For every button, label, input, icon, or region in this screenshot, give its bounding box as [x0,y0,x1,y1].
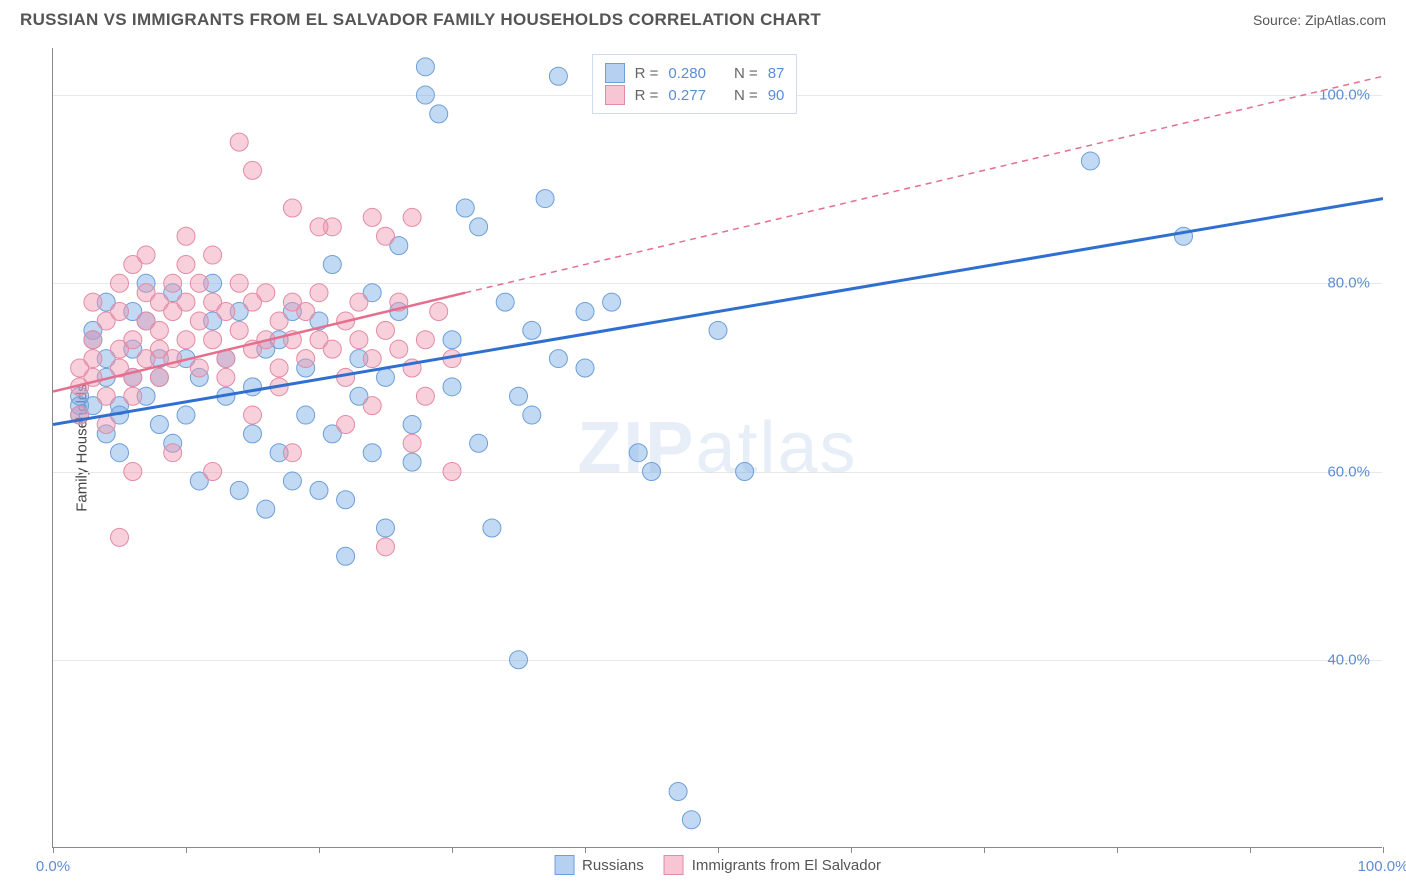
legend-r-value: 0.280 [668,65,706,82]
trendline [53,199,1383,425]
legend-label: Immigrants from El Salvador [692,857,881,874]
chart-header: RUSSIAN VS IMMIGRANTS FROM EL SALVADOR F… [0,0,1406,36]
correlation-legend: R = 0.280 N = 87 R = 0.277 N = 90 [592,54,798,114]
legend-item: Immigrants from El Salvador [664,855,881,875]
plot-area: ZIPatlas R =0.280N =87R =0.277N =90 Russ… [52,48,1382,848]
x-tick-mark [1383,847,1384,853]
legend-n-label: N = [734,87,758,104]
legend-row: R = 0.277 N = 90 [605,85,785,105]
series-legend: Russians Immigrants from El Salvador [554,855,881,875]
legend-n-value: 87 [768,65,785,82]
legend-r-label: R = [635,65,659,82]
legend-swatch [605,63,625,83]
x-tick-label: 0.0% [36,858,70,875]
legend-swatch [664,855,684,875]
legend-row: R = 0.280 N = 87 [605,63,785,83]
legend-item: Russians [554,855,644,875]
legend-label: Russians [582,857,644,874]
legend-swatch [554,855,574,875]
legend-r-label: R = [635,87,659,104]
chart-container: Family Households ZIPatlas R =0.280N =87… [52,48,1382,848]
legend-r-value: 0.277 [668,87,706,104]
legend-swatch [605,85,625,105]
x-tick-label: 100.0% [1358,858,1406,875]
trendline [53,293,465,392]
legend-n-label: N = [734,65,758,82]
legend-n-value: 90 [768,87,785,104]
chart-title: RUSSIAN VS IMMIGRANTS FROM EL SALVADOR F… [20,10,821,30]
chart-source: Source: ZipAtlas.com [1253,12,1386,28]
trend-lines [53,48,1383,848]
